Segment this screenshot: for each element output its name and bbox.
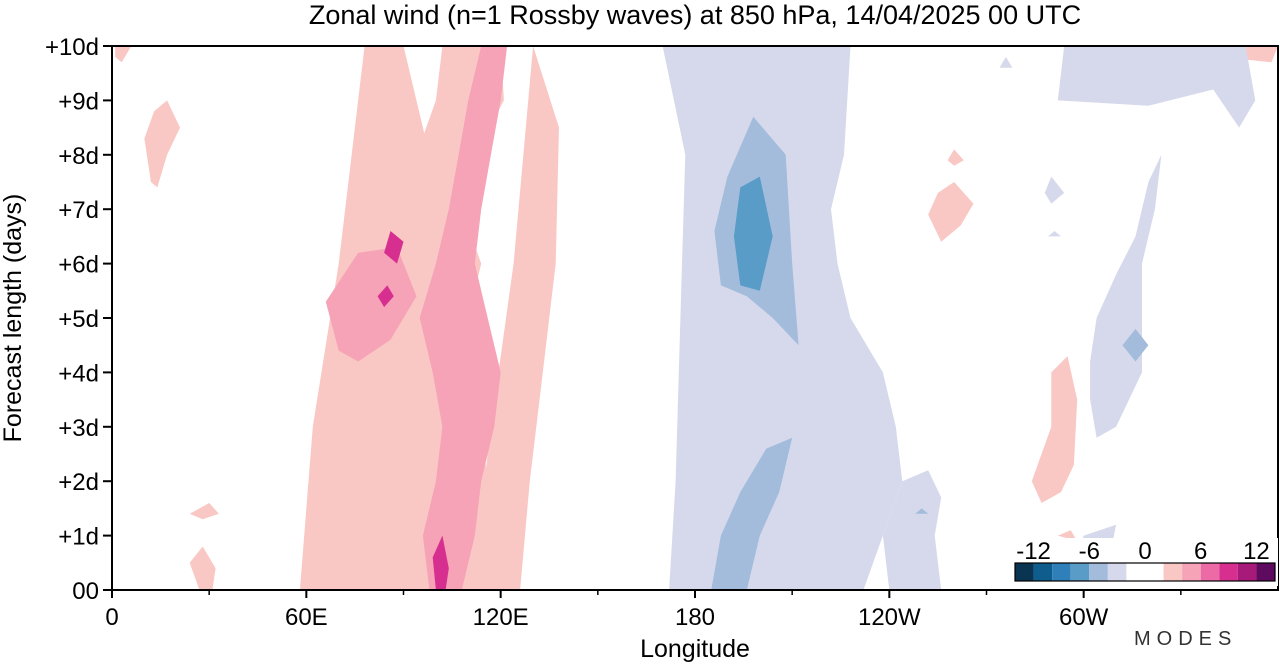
colorbar-label: 12	[1243, 538, 1270, 565]
colorbar-swatch	[1237, 563, 1257, 581]
colorbar-swatch	[1089, 563, 1108, 581]
westerly-anomaly-region	[384, 231, 404, 264]
x-tick-label: 60W	[1059, 604, 1109, 631]
y-axis-label: Forecast length (days)	[0, 194, 27, 443]
easterly-anomaly-region	[1057, 46, 1256, 128]
x-tick-label: 0	[105, 604, 118, 631]
x-tick-label: 60E	[285, 604, 328, 631]
y-tick-label: +4d	[58, 360, 99, 387]
y-tick-label: +10d	[45, 34, 99, 61]
y-tick-label: +6d	[58, 252, 99, 279]
westerly-anomaly-region	[432, 535, 449, 590]
colorbar-swatch	[1200, 563, 1220, 581]
colorbar-swatch	[1219, 563, 1238, 581]
westerly-anomaly-region	[189, 503, 219, 520]
colorbar: -12 -6 0 6 12	[1010, 538, 1278, 586]
easterly-anomaly-region	[1044, 176, 1065, 204]
westerly-anomaly-region	[471, 46, 559, 590]
colorbar-swatch	[1107, 563, 1127, 581]
westerly-anomaly-region	[419, 46, 508, 590]
westerly-anomaly-region	[928, 182, 974, 242]
colorbar-swatch	[1052, 563, 1071, 581]
plot-area	[115, 46, 1278, 590]
y-tick-label: +1d	[58, 524, 99, 551]
easterly-anomaly-region	[999, 56, 1013, 68]
westerly-anomaly-region	[325, 247, 417, 362]
y-tick-label: +2d	[58, 469, 99, 496]
y-tick-label: +5d	[58, 306, 99, 333]
y-tick-label: +7d	[58, 197, 99, 224]
brand-logo: MODES	[1134, 628, 1237, 650]
y-tick-label: 00	[72, 578, 99, 605]
westerly-anomaly-region	[1031, 356, 1078, 503]
easterly-anomaly-region	[882, 470, 942, 590]
chart-title: Zonal wind (n=1 Rossby waves) at 850 hPa…	[309, 0, 1081, 30]
x-tick-label: 120E	[473, 604, 529, 631]
axes: 0 60E 120E 180 120W 60W 00 +1d +2d +3d +4d +5d +6d +7…	[45, 34, 1279, 631]
colorbar-frame	[1014, 562, 1276, 582]
colorbar-swatch	[1145, 563, 1164, 581]
y-tick-label: +9d	[58, 88, 99, 115]
westerly-anomaly-region	[533, 339, 540, 357]
easterly-anomaly-region	[915, 508, 929, 514]
easterly-anomaly-region	[1090, 154, 1162, 438]
easterly-anomaly-region	[1122, 328, 1149, 362]
colorbar-label: -12	[1016, 538, 1051, 565]
colorbar-swatch	[1015, 563, 1034, 581]
colorbar-swatch	[1070, 563, 1090, 581]
colorbar-swatch	[1163, 563, 1183, 581]
colorbar-swatch	[1256, 563, 1275, 581]
y-tick-label: +3d	[58, 415, 99, 442]
y-tick-label: +8d	[58, 143, 99, 170]
x-tick-label: 120W	[858, 604, 921, 631]
colorbar-swatch	[1126, 563, 1145, 581]
westerly-anomaly-region	[377, 285, 394, 308]
colorbar-swatch	[1182, 563, 1201, 581]
x-tick-label: 180	[675, 604, 715, 631]
x-axis-label: Longitude	[640, 635, 750, 663]
westerly-anomaly-region	[144, 100, 180, 188]
easterly-anomaly-region	[1048, 231, 1061, 237]
colorbar-label: 0	[1138, 538, 1151, 565]
westerly-anomaly-region	[947, 149, 964, 166]
westerly-anomaly-region	[115, 46, 132, 63]
westerly-anomaly-region	[189, 546, 216, 590]
easterly-anomaly-region	[733, 176, 773, 291]
colorbar-label: 6	[1194, 538, 1207, 565]
colorbar-swatch	[1033, 563, 1053, 581]
easterly-anomaly-region	[711, 437, 793, 590]
colorbar-label: -6	[1079, 538, 1100, 565]
